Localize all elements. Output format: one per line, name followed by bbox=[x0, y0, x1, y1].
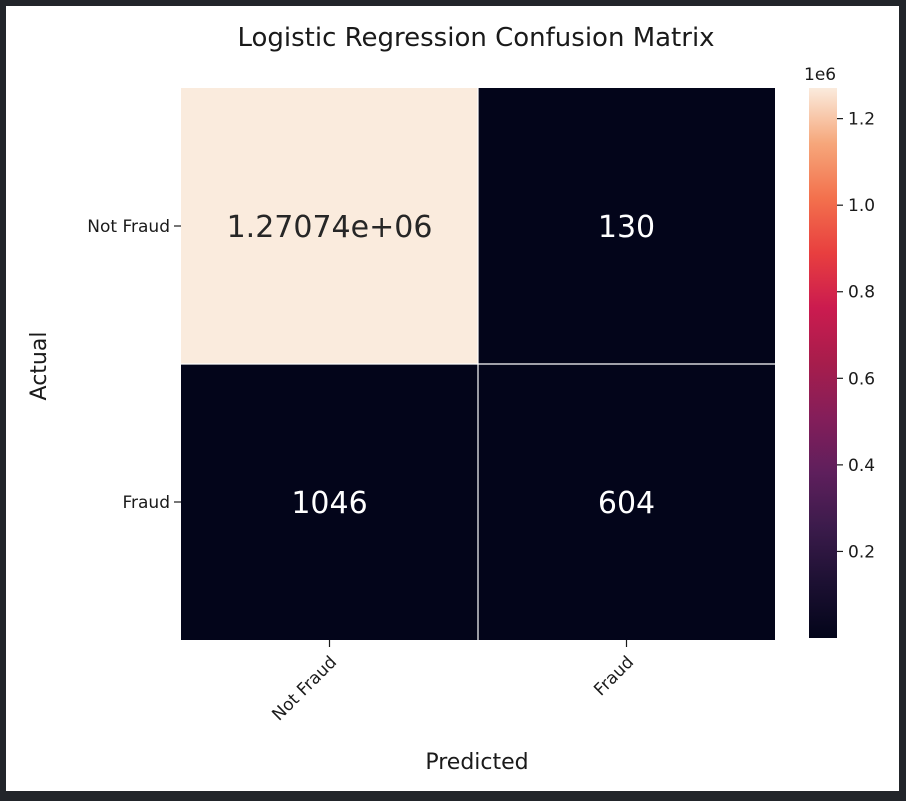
colorbar-tick-label: 1.0 bbox=[848, 196, 875, 216]
colorbar-multiplier-label: 1e6 bbox=[804, 65, 836, 85]
heatmap-cells bbox=[181, 88, 775, 640]
heatmap-cell-value: 130 bbox=[598, 210, 655, 245]
colorbar-tick-label: 1.2 bbox=[848, 110, 875, 130]
x-axis-ticks: Not Fraud Fraud bbox=[268, 640, 638, 725]
colorbar-ticks: 0.2 0.4 0.6 0.8 1.0 1.2 bbox=[837, 110, 875, 562]
heatmap-cell bbox=[181, 88, 478, 364]
heatmap-cell-labels: 1.27074e+06 130 1046 604 bbox=[227, 210, 656, 521]
heatmap-cell bbox=[478, 88, 775, 364]
colorbar bbox=[809, 88, 837, 638]
colorbar-tick-label: 0.8 bbox=[848, 283, 875, 303]
chart-title: Logistic Regression Confusion Matrix bbox=[237, 23, 714, 53]
chart-figure: Logistic Regression Confusion Matrix 1.2… bbox=[6, 6, 899, 791]
y-axis-ticks: Not Fraud Fraud bbox=[87, 217, 181, 513]
heatmap-cell bbox=[478, 364, 775, 640]
heatmap-cell-value: 604 bbox=[598, 486, 655, 521]
confusion-matrix-chart: Logistic Regression Confusion Matrix 1.2… bbox=[27, 23, 875, 775]
y-tick-label: Fraud bbox=[122, 493, 170, 513]
colorbar-tick-label: 0.2 bbox=[848, 542, 875, 562]
x-tick-label: Not Fraud bbox=[268, 652, 341, 725]
heatmap-cell-value: 1046 bbox=[291, 486, 367, 521]
x-tick-label: Fraud bbox=[590, 652, 638, 700]
x-axis-label: Predicted bbox=[425, 750, 528, 775]
colorbar-tick-label: 0.6 bbox=[848, 369, 875, 389]
colorbar-tick-label: 0.4 bbox=[848, 456, 875, 476]
heatmap-grid-lines bbox=[181, 88, 775, 640]
heatmap-cell-value: 1.27074e+06 bbox=[227, 210, 433, 245]
y-tick-label: Not Fraud bbox=[87, 217, 170, 237]
heatmap-cell bbox=[181, 364, 478, 640]
y-axis-label: Actual bbox=[27, 332, 52, 401]
